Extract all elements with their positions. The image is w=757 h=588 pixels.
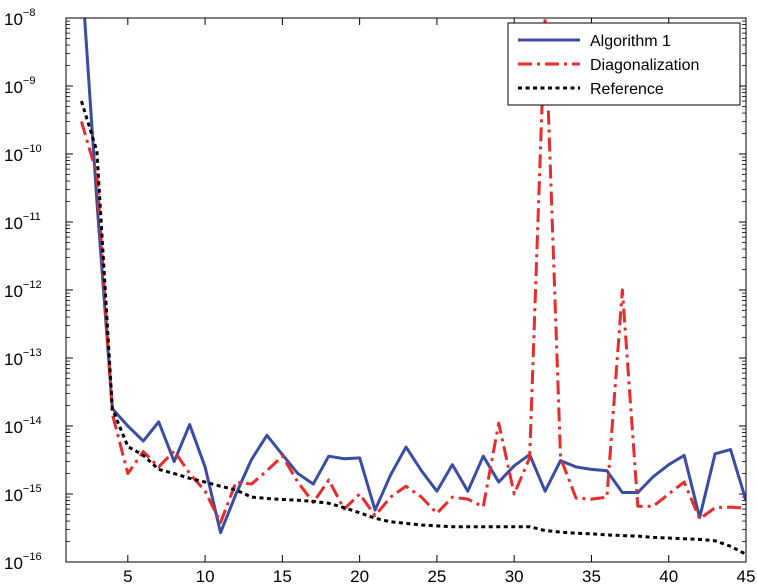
series-lines [80, 18, 746, 556]
y-tick-label-base: 10 [4, 146, 23, 165]
y-tick-label-base: 10 [4, 282, 23, 301]
y-tick-label-exponent: −16 [23, 551, 42, 563]
y-tick-label-base: 10 [4, 10, 23, 29]
x-tick-label: 15 [273, 567, 292, 586]
x-tick-label: 5 [123, 567, 132, 586]
y-tick-label-base: 10 [4, 486, 23, 505]
series-line-diagonalization [80, 18, 746, 525]
y-tick-label: 10−14 [4, 415, 42, 437]
legend: Algorithm 1 Diagonalization Reference [507, 22, 741, 106]
y-tick-label-exponent: −14 [23, 415, 42, 427]
y-tick-label-base: 10 [4, 418, 23, 437]
y-tick-label: 10−13 [4, 347, 42, 369]
y-tick-label-base: 10 [4, 554, 23, 573]
y-tick-label-exponent: −15 [23, 483, 42, 495]
x-tick-label: 30 [505, 567, 524, 586]
y-tick-label: 10−16 [4, 551, 42, 573]
y-tick-label: 10−8 [4, 7, 35, 29]
y-tick-labels: 10−1610−1510−1410−1310−1210−1110−1010−91… [4, 7, 42, 573]
y-tick-label-exponent: −11 [23, 211, 41, 223]
y-tick-label-exponent: −9 [23, 75, 36, 87]
y-tick-label-base: 10 [4, 78, 23, 97]
y-tick-label: 10−10 [4, 143, 42, 165]
y-tick-label-exponent: −13 [23, 347, 42, 359]
y-tick-label-base: 10 [4, 350, 23, 369]
x-tick-label: 45 [737, 567, 756, 586]
y-tick-label-base: 10 [4, 214, 23, 233]
x-tick-labels: 5 10 15 20 25 30 35 40 45 [123, 567, 755, 586]
plot-background [66, 18, 746, 562]
y-tick-label-exponent: −8 [23, 7, 36, 19]
x-tick-label: 35 [582, 567, 601, 586]
y-tick-label-exponent: −12 [23, 279, 42, 291]
y-tick-label: 10−15 [4, 483, 42, 505]
legend-label: Diagonalization [590, 57, 699, 74]
y-tick-label-exponent: −10 [23, 143, 42, 155]
y-tick-label: 10−12 [4, 279, 42, 301]
series-line-algorithm-1 [83, 18, 746, 535]
plot-frame [65, 17, 747, 563]
x-tick-label: 20 [350, 567, 369, 586]
legend-label: Reference [590, 81, 664, 98]
legend-label: Algorithm 1 [590, 33, 671, 50]
x-tick-label: 25 [427, 567, 446, 586]
y-tick-label: 10−11 [4, 211, 41, 233]
x-tick-label: 40 [659, 567, 678, 586]
x-tick-label: 10 [196, 567, 215, 586]
y-tick-label: 10−9 [4, 75, 35, 97]
